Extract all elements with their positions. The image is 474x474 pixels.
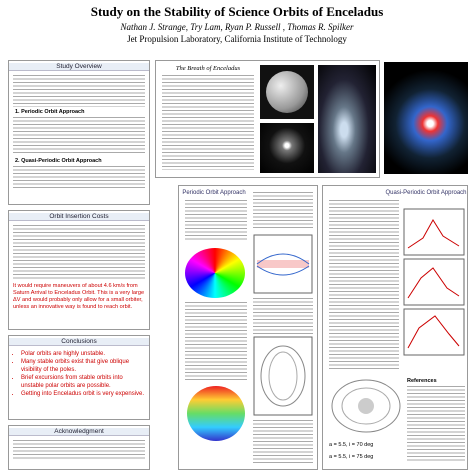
overview-box: Study Overview 1. Periodic Orbit Approac… bbox=[8, 60, 150, 205]
subheading: References bbox=[407, 378, 437, 384]
caption: a = 5.5, i = 70 deg bbox=[329, 442, 374, 448]
subheading: 2. Quasi-Periodic Orbit Approach bbox=[15, 158, 102, 164]
body-text bbox=[329, 200, 399, 370]
orbit-plot bbox=[331, 379, 401, 433]
acknowledgment-box: Acknowledgment bbox=[8, 425, 150, 470]
body-text bbox=[185, 200, 247, 240]
image-frame bbox=[260, 65, 314, 119]
insertion-box: Orbit Insertion Costs It would require m… bbox=[8, 210, 150, 330]
body-text bbox=[13, 225, 145, 281]
section-title: Periodic Orbit Approach bbox=[182, 190, 246, 196]
quasi-box: Quasi-Periodic Orbit Approach References… bbox=[322, 185, 468, 470]
conclusion-item: Getting into Enceladus orbit is very exp… bbox=[21, 390, 147, 398]
body-text bbox=[407, 386, 465, 462]
sphere-plot bbox=[187, 386, 245, 441]
subheading: 1. Periodic Orbit Approach bbox=[15, 109, 85, 115]
orbit-plot bbox=[253, 336, 313, 416]
section-title: Acknowledgment bbox=[9, 428, 149, 436]
plot-frame bbox=[403, 308, 465, 356]
plot-frame bbox=[403, 208, 465, 256]
body-text bbox=[13, 166, 145, 188]
plot-frame bbox=[403, 258, 465, 306]
section-title: Study Overview bbox=[9, 63, 149, 71]
section-title: Quasi-Periodic Orbit Approach bbox=[385, 190, 467, 196]
highlight-text: It would require maneuvers of about 4.6 … bbox=[13, 283, 145, 310]
conclusion-item: Brief excursions from stable orbits into… bbox=[21, 374, 147, 390]
plot-frame bbox=[253, 336, 313, 416]
title: Study on the Stability of Science Orbits… bbox=[90, 4, 384, 19]
plot-curve bbox=[407, 315, 460, 349]
stability-plot bbox=[253, 234, 313, 294]
conclusions-box: Conclusions Polar orbits are highly unst… bbox=[8, 335, 150, 420]
orbit-curve bbox=[268, 351, 298, 401]
plot-curve bbox=[407, 267, 460, 299]
body-text bbox=[253, 420, 313, 464]
surface-image bbox=[318, 65, 376, 173]
enceladus-image bbox=[266, 71, 308, 113]
enceladus-marker bbox=[358, 398, 374, 414]
plot-band bbox=[257, 260, 309, 268]
body-text bbox=[253, 298, 313, 334]
body-text bbox=[185, 302, 247, 382]
orbit-curve bbox=[331, 379, 401, 433]
section-title: The Breath of Enceladus bbox=[175, 65, 241, 72]
body-text bbox=[162, 75, 254, 170]
section-title: Conclusions bbox=[9, 338, 149, 346]
conclusion-list: Polar orbits are highly unstable.Many st… bbox=[13, 350, 147, 398]
orbit-curve bbox=[260, 345, 306, 407]
plume-image bbox=[260, 123, 314, 173]
periodic-box: Periodic Orbit Approach bbox=[178, 185, 318, 470]
body-text bbox=[253, 192, 313, 230]
caption: a = 5.5, i = 75 deg bbox=[329, 454, 374, 460]
body-text bbox=[13, 440, 145, 460]
section-title: Orbit Insertion Costs bbox=[9, 213, 149, 221]
body-text bbox=[13, 75, 145, 107]
orbit-curve bbox=[341, 387, 391, 425]
conclusion-item: Many stable orbits exist that give obliq… bbox=[21, 358, 147, 374]
thermal-image bbox=[384, 62, 468, 174]
plot-curve bbox=[256, 253, 310, 276]
authors: Nathan J. Strange, Try Lam, Ryan P. Russ… bbox=[120, 22, 354, 32]
conclusion-item: Polar orbits are highly unstable. bbox=[21, 350, 147, 358]
frequency-plots bbox=[403, 208, 465, 356]
list: Polar orbits are highly unstable.Many st… bbox=[13, 350, 147, 398]
sphere-plot bbox=[185, 248, 245, 298]
breath-box: The Breath of Enceladus bbox=[155, 60, 380, 178]
affiliation: Jet Propulsion Laboratory, California In… bbox=[127, 34, 347, 44]
plot-curve bbox=[407, 219, 460, 249]
body-text bbox=[13, 117, 145, 155]
